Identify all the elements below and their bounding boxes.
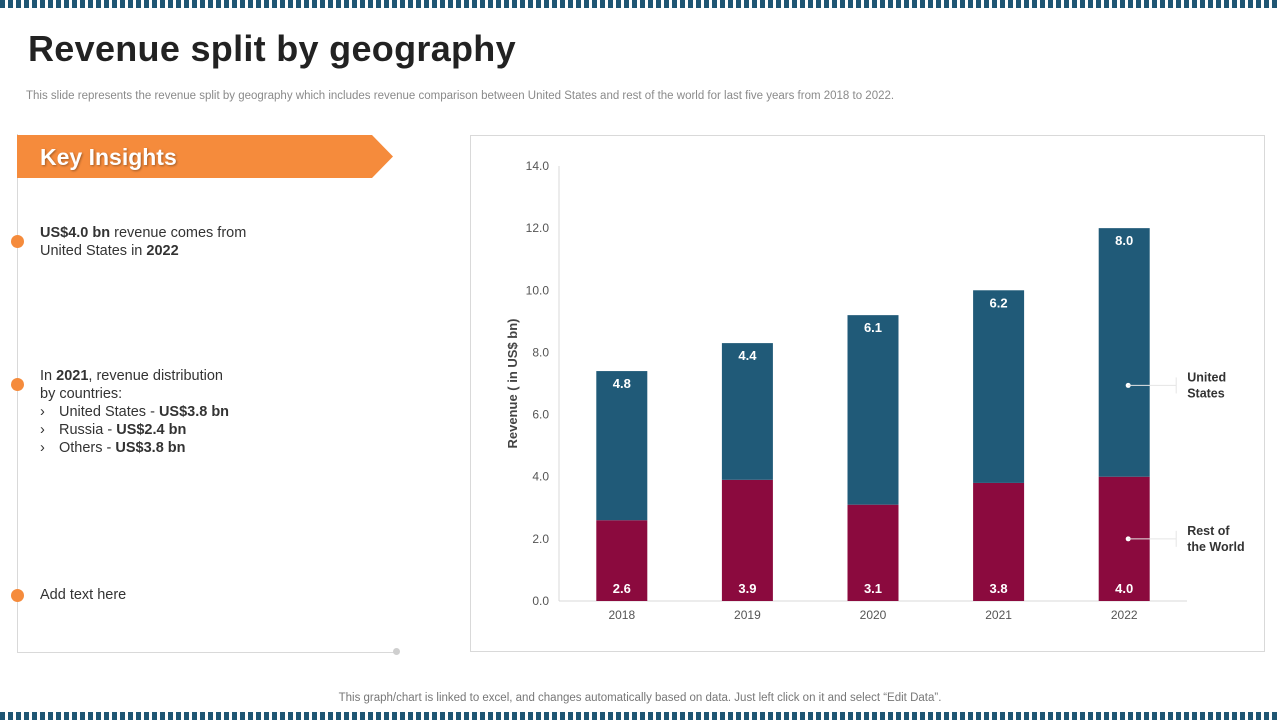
insight-bullet-1 [11,235,24,248]
top-border-stripe [0,0,1280,8]
insight-bullet-2 [11,378,24,391]
insight-bullet-3 [11,589,24,602]
x-tick-label: 2022 [1111,608,1138,622]
data-label: 4.4 [738,348,757,363]
chart-legend: Rest of the World United States [1125,370,1245,554]
insight-1-text-b: United States in [40,243,147,259]
stacked-bar-chart[interactable]: 0.0 2.0 4.0 6.0 8.0 10.0 12.0 14.0 2.6 4.8 3.9 4.4… [471,136,1266,653]
subitem-label: Others - [59,440,116,456]
insight-1-text-a: revenue comes from [110,225,247,241]
legend-label-united-states: United States [1187,370,1226,400]
legend-pointer-dot [1125,382,1131,388]
legend-label-line: United [1187,370,1226,384]
bar-united-states-2020 [847,315,899,505]
chevron-right-icon: › [40,422,45,438]
insight-item-1: US$4.0 bn revenue comes from United Stat… [40,224,246,260]
insight-item-3: Add text here [40,586,126,604]
bar-united-states-2021 [973,290,1025,483]
insight-2-subitem-others: › Others - US$3.8 bn [40,439,229,457]
data-label: 8.0 [1115,233,1133,248]
bar-united-states-2019 [721,343,773,480]
x-tick-labels: 2018 2019 2020 2021 2022 [608,608,1137,622]
page-title: Revenue split by geography [28,28,516,69]
insight-item-2: In 2021, revenue distribution by countri… [40,367,229,457]
chevron-right-icon: › [40,440,45,456]
revenue-chart-container[interactable]: 0.0 2.0 4.0 6.0 8.0 10.0 12.0 14.0 2.6 4.8 3.9 4.4… [470,135,1265,652]
data-label: 4.0 [1115,581,1133,596]
x-tick-label: 2021 [985,608,1012,622]
x-tick-label: 2020 [860,608,887,622]
insight-2-text-c: by countries: [40,386,123,402]
bar-rest-of-the-world-2019 [721,479,773,601]
legend-label-line: Rest of [1187,524,1230,538]
banner-arrow-shape [17,135,393,178]
bar-rest-of-the-world-2018 [596,520,648,601]
insight-3-text: Add text here [40,587,127,603]
x-tick-label: 2018 [608,608,635,622]
insight-1-value: US$4.0 bn [40,225,111,241]
insight-2-subitem-us: › United States - US$3.8 bn [40,403,229,421]
legend-label-rest-of-the-world: Rest of the World [1187,524,1244,554]
legend-label-line: States [1187,386,1225,400]
data-label: 3.8 [990,581,1008,596]
subitem-value: US$3.8 bn [115,440,186,456]
insight-1-year: 2022 [146,243,179,259]
y-tick-label: 12.0 [526,221,550,235]
bar-rest-of-the-world-2020 [847,504,899,601]
page-subtitle: This slide represents the revenue split … [26,90,895,102]
y-tick-label: 14.0 [526,159,550,173]
chart-bars: 2.6 4.8 3.9 4.4 3.1 6.1 3.8 6.2 4.0 8.0 [596,228,1150,601]
insight-2-subitem-russia: › Russia - US$2.4 bn [40,421,229,439]
chevron-right-icon: › [40,404,45,420]
y-tick-labels: 0.0 2.0 4.0 6.0 8.0 10.0 12.0 14.0 [526,159,550,608]
y-axis-label: Revenue ( in US$ bn) [505,318,520,448]
bar-united-states-2018 [596,371,648,521]
footnote: This graph/chart is linked to excel, and… [338,692,942,704]
x-tick-label: 2019 [734,608,761,622]
y-tick-label: 2.0 [532,532,549,546]
y-tick-label: 8.0 [532,345,549,359]
bar-rest-of-the-world-2021 [973,482,1025,601]
data-label: 3.1 [864,581,882,596]
data-label: 6.2 [990,295,1008,310]
key-insights-banner: Key Insights [17,135,393,178]
insight-2-text-a: In [40,368,57,384]
bar-united-states-2022 [1098,228,1150,477]
legend-label-line: the World [1187,540,1244,554]
subitem-value: US$2.4 bn [116,422,187,438]
data-label: 3.9 [738,581,756,596]
y-tick-label: 4.0 [532,470,549,484]
panel-end-dot [393,648,400,655]
key-insights-heading: Key Insights [40,144,177,170]
bottom-border-stripe [0,712,1280,720]
insight-2-year: 2021 [56,368,89,384]
data-label: 6.1 [864,320,882,335]
legend-pointer-dot [1125,536,1131,542]
subitem-value: US$3.8 bn [158,404,230,420]
insight-2-text-b: , revenue distribution [88,368,223,384]
data-label: 2.6 [613,581,631,596]
y-tick-label: 6.0 [532,408,549,422]
data-label: 4.8 [613,376,631,391]
y-tick-label: 10.0 [526,283,550,297]
y-tick-label: 0.0 [532,594,549,608]
insights-panel [17,134,398,653]
subitem-label: United States - [59,404,159,420]
subitem-label: Russia - [59,422,117,438]
